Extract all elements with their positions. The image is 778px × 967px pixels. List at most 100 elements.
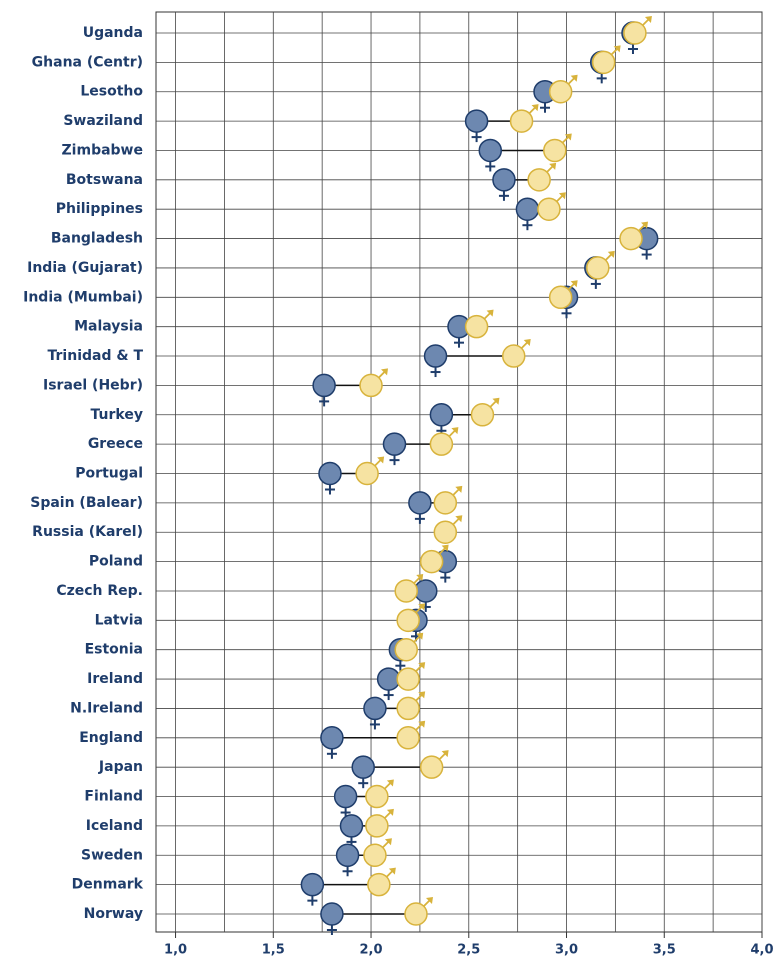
male-symbol	[386, 808, 394, 816]
female-dot	[363, 696, 387, 721]
male-symbol	[641, 221, 649, 229]
category-label: Turkey	[91, 407, 143, 423]
plot-frame	[155, 11, 763, 933]
category-label: Bangladesh	[51, 231, 143, 247]
category-label: Russia (Karel)	[32, 524, 143, 540]
category-label: Trinidad & T	[48, 348, 144, 364]
female-dot	[382, 432, 407, 456]
female-dot	[408, 491, 432, 515]
category-label: Finland	[84, 789, 143, 805]
male-symbol	[388, 867, 396, 875]
category-label: Norway	[84, 906, 143, 922]
male-symbol	[418, 691, 426, 699]
male-symbol	[418, 603, 426, 611]
x-tick-label: 1,5	[262, 943, 285, 958]
male-symbol	[455, 515, 463, 523]
male-dot	[470, 403, 495, 427]
x-tick-label: 1,0	[164, 943, 187, 958]
male-dot	[501, 344, 526, 368]
male-symbol	[441, 544, 449, 552]
x-tick-label: 4,0	[750, 943, 773, 958]
category-label: Ghana (Centr)	[32, 54, 143, 70]
category-label: Sweden	[81, 847, 143, 863]
category-label: India (Mumbai)	[23, 289, 143, 305]
category-label: Philippines	[56, 201, 143, 217]
female-dot	[335, 843, 360, 868]
male-symbol	[425, 897, 433, 904]
female-dot	[320, 726, 344, 750]
category-label: Iceland	[86, 818, 143, 834]
male-symbol	[451, 427, 459, 435]
female-dot	[333, 784, 358, 809]
male-dot	[537, 197, 561, 221]
x-tick-label: 3,5	[653, 943, 676, 958]
male-symbol	[418, 720, 426, 728]
male-dot	[396, 696, 420, 721]
male-dot	[394, 637, 418, 662]
female-dot	[300, 872, 325, 897]
male-symbol	[455, 485, 463, 493]
category-label: Denmark	[72, 877, 144, 893]
male-dot	[359, 373, 383, 398]
male-symbol	[549, 162, 557, 170]
female-dot	[515, 197, 540, 221]
male-dot	[429, 432, 454, 456]
category-label: Latvia	[95, 612, 143, 628]
male-symbol	[558, 192, 566, 200]
male-dot	[363, 843, 387, 868]
male-symbol	[381, 368, 389, 376]
category-label: N.Ireland	[70, 700, 143, 716]
x-tick-label: 2,5	[457, 943, 480, 958]
male-symbol	[486, 309, 494, 317]
male-symbol	[564, 133, 572, 141]
category-label: Swaziland	[63, 113, 143, 129]
category-label: Uganda	[83, 25, 143, 41]
male-symbol	[570, 280, 578, 288]
category-label: Estonia	[85, 642, 143, 658]
male-dot	[543, 138, 567, 163]
male-symbol	[523, 339, 531, 347]
male-dot	[355, 461, 379, 486]
x-tick-label: 2,0	[360, 943, 383, 958]
male-symbol	[531, 104, 539, 112]
male-dot	[396, 608, 420, 633]
male-symbol	[570, 74, 578, 82]
x-tick-label: 3,0	[555, 943, 578, 958]
male-symbol	[607, 250, 615, 258]
male-symbol	[613, 45, 621, 53]
category-label: Portugal	[75, 466, 143, 482]
male-dot	[548, 285, 573, 310]
male-dot	[367, 872, 391, 897]
male-dot	[509, 109, 534, 133]
male-dot	[623, 21, 647, 45]
category-label: England	[79, 730, 143, 746]
female-dot	[320, 902, 344, 926]
category-label: Japan	[98, 759, 143, 775]
female-dot	[423, 344, 448, 368]
male-dot	[394, 579, 418, 603]
female-dot	[339, 814, 364, 838]
male-symbol	[416, 573, 424, 581]
male-symbol	[384, 838, 392, 846]
female-dot	[312, 373, 336, 398]
male-symbol	[644, 16, 652, 23]
male-dot	[433, 520, 458, 544]
category-label: Czech Rep.	[56, 583, 143, 599]
male-dot	[548, 79, 573, 104]
category-label: Greece	[88, 436, 143, 452]
male-dot	[365, 814, 389, 838]
category-label: Poland	[89, 554, 143, 570]
female-dot	[478, 138, 503, 163]
male-dot	[419, 755, 444, 779]
male-dot	[396, 667, 420, 691]
male-dot	[591, 50, 616, 75]
female-dot	[414, 579, 438, 603]
male-symbol	[492, 397, 500, 405]
male-dot	[419, 549, 444, 574]
female-dot	[464, 109, 489, 133]
category-label: Lesotho	[80, 84, 143, 100]
male-dot	[527, 168, 551, 192]
category-label: Malaysia	[74, 319, 143, 335]
category-label: Ireland	[87, 671, 143, 687]
male-symbol	[416, 632, 424, 640]
